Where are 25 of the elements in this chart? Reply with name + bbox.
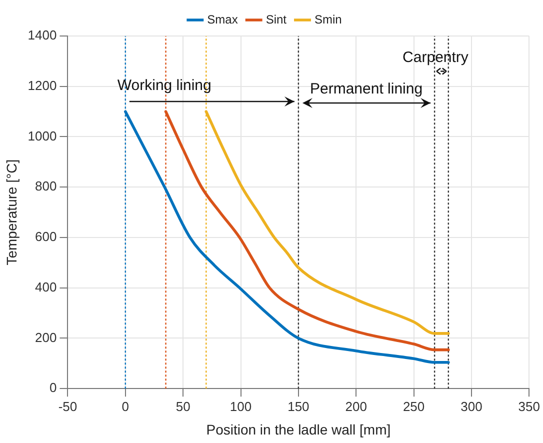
y-tick-label: 1200 [28,78,57,93]
y-tick-label: 800 [35,178,57,194]
x-tick-label: 350 [518,398,540,414]
x-axis-title: Position in the ladle wall [mm] [206,421,391,438]
y-tick-label: 400 [35,279,57,294]
x-tick-label: 300 [460,398,482,414]
y-tick-label: 1000 [28,128,57,144]
legend-label: Smin [314,12,342,26]
x-tick-label: 200 [345,398,367,414]
x-tick-label: -50 [58,398,78,414]
y-tick-label: 1400 [28,28,57,43]
x-tick-label: 0 [122,398,130,414]
y-tick-label: 600 [35,229,57,244]
legend-label: Smax [207,12,238,26]
x-tick-label: 250 [402,398,425,414]
annotation: Permanent lining [310,80,423,98]
x-tick-label: 50 [176,398,190,414]
y-tick-label: 200 [35,330,57,345]
x-tick-label: 100 [230,398,252,414]
annotation: Working lining [117,77,212,94]
legend-label: Sint [266,12,288,26]
annotation: Carpentry [402,48,469,66]
x-tick-label: 150 [288,398,310,414]
y-tick-label: 0 [49,380,57,396]
y-axis-title: Temperature [°C] [3,159,20,266]
